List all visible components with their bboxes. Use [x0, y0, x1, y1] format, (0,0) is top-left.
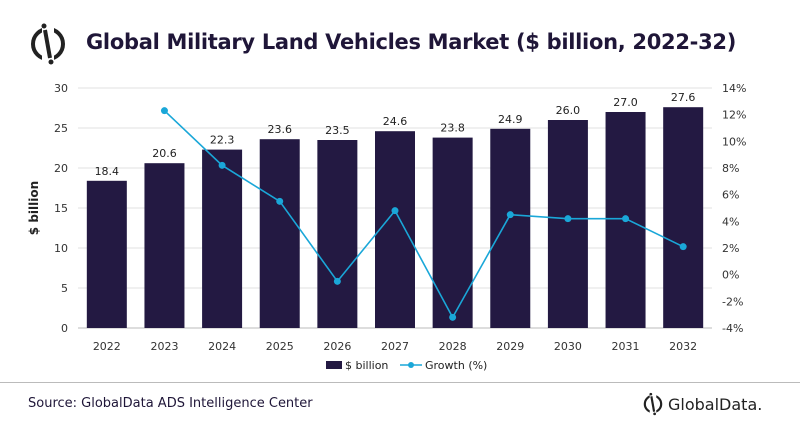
bar: [144, 163, 185, 328]
bar-data-label: 18.4: [95, 165, 120, 178]
bar: [86, 180, 127, 328]
y2-tick-label: 10%: [722, 135, 746, 148]
y-tick-label: 25: [54, 122, 68, 135]
x-tick-label: 2032: [669, 340, 697, 353]
growth-point: [333, 277, 341, 285]
y2-tick-label: 12%: [722, 109, 746, 122]
x-tick-label: 2026: [323, 340, 351, 353]
y-tick-label: 5: [61, 282, 68, 295]
growth-point: [564, 215, 572, 223]
y2-tick-label: 14%: [722, 82, 746, 95]
growth-point: [391, 207, 399, 215]
growth-line: [163, 110, 684, 319]
bar: [490, 128, 531, 328]
y-tick-label: 20: [54, 162, 68, 175]
x-tick-label: 2028: [439, 340, 467, 353]
x-tick-label: 2025: [266, 340, 294, 353]
y-tick-label: 15: [54, 202, 68, 215]
y-axis-label: $ billion: [27, 181, 41, 235]
y2-tick-label: 6%: [722, 189, 739, 202]
bar: [547, 120, 588, 328]
legend-swatch-point: [408, 362, 414, 368]
growth-point: [506, 211, 514, 219]
bar-data-label: 23.8: [440, 122, 465, 135]
bar-data-label: 23.6: [267, 123, 292, 136]
bar-data-label: 26.0: [556, 104, 581, 117]
bar-data-label: 24.9: [498, 113, 523, 126]
y2-tick-label: 4%: [722, 215, 739, 228]
brand-name: GlobalData.: [668, 394, 763, 414]
chart-title: Global Military Land Vehicles Market ($ …: [86, 30, 736, 54]
y2-tick-label: 2%: [722, 242, 739, 255]
bar: [202, 149, 243, 328]
bar: [259, 139, 300, 328]
bar: [375, 131, 415, 328]
brand-logo: GlobalData.: [642, 392, 762, 416]
y2-tick-label: 8%: [722, 162, 739, 175]
y-tick-label: 30: [54, 82, 68, 95]
y2-tick-label: -2%: [722, 295, 743, 308]
growth-point: [679, 243, 687, 251]
y2-tick-label: 0%: [722, 269, 739, 282]
growth-point: [218, 161, 226, 169]
legend-swatch-bar: [326, 361, 342, 369]
growth-point: [622, 215, 630, 223]
bar: [663, 107, 704, 328]
x-tick-label: 2022: [93, 340, 121, 353]
bar: [317, 140, 358, 328]
x-tick-label: 2031: [612, 340, 640, 353]
legend-label-bar: $ billion: [345, 359, 388, 372]
growth-point: [449, 313, 457, 321]
bar-data-label: 27.6: [671, 91, 696, 104]
x-tick-label: 2029: [496, 340, 524, 353]
divider: [0, 382, 800, 383]
legend-label-line: Growth (%): [425, 359, 487, 372]
growth-point: [276, 197, 284, 205]
bar-data-label: 20.6: [152, 147, 177, 160]
bar-data-label: 24.6: [383, 115, 408, 128]
y-tick-label: 10: [54, 242, 68, 255]
x-tick-label: 2030: [554, 340, 582, 353]
y-tick-label: 0: [61, 322, 68, 335]
growth-point: [160, 107, 168, 115]
source-note: Source: GlobalData ADS Intelligence Cent…: [28, 396, 313, 411]
bar: [432, 137, 473, 328]
x-tick-label: 2027: [381, 340, 409, 353]
x-tick-label: 2024: [208, 340, 236, 353]
bar-data-label: 22.3: [210, 134, 235, 147]
globaldata-logo-icon: [28, 22, 68, 70]
globaldata-mark-icon: [643, 392, 663, 416]
y2-tick-label: -4%: [722, 322, 743, 335]
bar-data-label: 27.0: [613, 96, 638, 109]
bar-data-label: 23.5: [325, 124, 350, 137]
x-tick-label: 2023: [150, 340, 178, 353]
